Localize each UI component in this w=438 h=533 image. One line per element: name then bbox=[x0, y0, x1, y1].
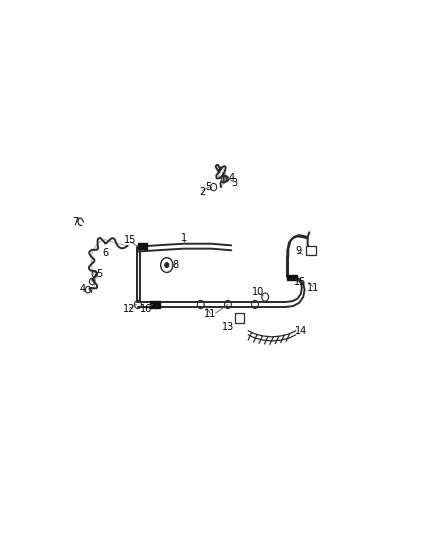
Text: 13: 13 bbox=[223, 321, 235, 332]
Text: 6: 6 bbox=[102, 248, 108, 258]
Text: 11: 11 bbox=[307, 282, 319, 293]
Text: 2: 2 bbox=[199, 187, 205, 197]
Text: 7: 7 bbox=[72, 216, 78, 227]
Text: 16: 16 bbox=[140, 304, 152, 314]
Text: 1: 1 bbox=[181, 233, 187, 244]
Text: 3: 3 bbox=[232, 178, 238, 188]
Circle shape bbox=[165, 263, 169, 268]
Text: 11: 11 bbox=[204, 309, 216, 319]
Bar bbox=[138, 243, 147, 249]
Bar bbox=[150, 301, 160, 308]
Text: 15: 15 bbox=[294, 277, 307, 287]
Text: 5: 5 bbox=[96, 269, 102, 279]
Text: 4: 4 bbox=[80, 284, 86, 294]
Text: 14: 14 bbox=[295, 326, 307, 336]
Bar bbox=[287, 274, 297, 280]
Text: 4: 4 bbox=[228, 173, 234, 183]
Text: 8: 8 bbox=[172, 260, 178, 270]
Bar bbox=[235, 313, 244, 322]
Bar bbox=[306, 246, 316, 255]
Text: 10: 10 bbox=[251, 287, 264, 297]
Text: 15: 15 bbox=[124, 236, 136, 245]
Text: 12: 12 bbox=[123, 304, 136, 314]
Text: 5: 5 bbox=[205, 182, 212, 192]
Text: 9: 9 bbox=[295, 246, 301, 256]
